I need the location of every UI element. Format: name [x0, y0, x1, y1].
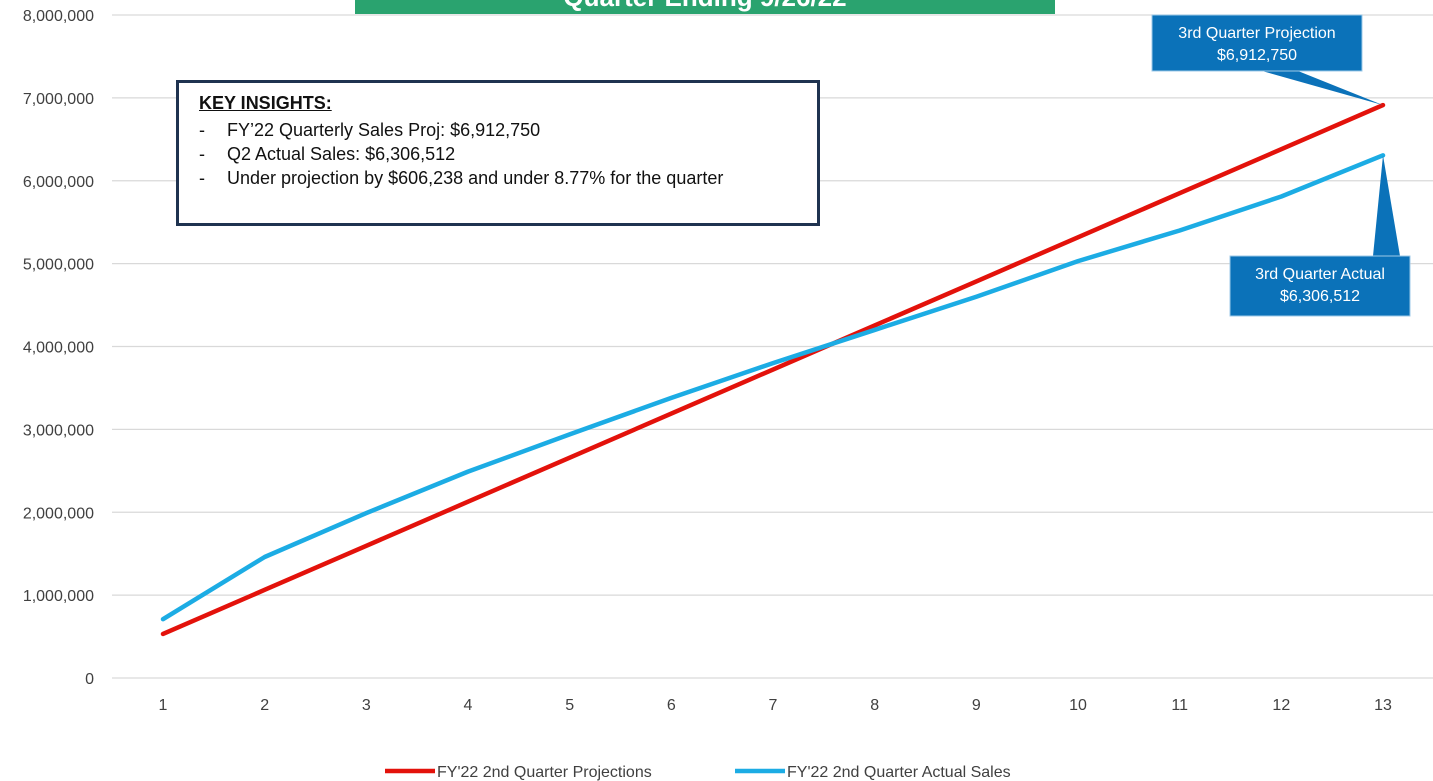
data-point: [162, 618, 164, 620]
data-point: [670, 397, 672, 399]
data-point: [365, 512, 367, 514]
callout-label: 3rd Quarter Actual: [1255, 266, 1385, 283]
callout-box: [1229, 255, 1411, 317]
y-tick-label: 4,000,000: [23, 340, 94, 357]
x-tick-label: 6: [667, 697, 676, 714]
data-point: [569, 457, 571, 459]
chart-title-banner: Quarter Ending 9/26/22: [355, 0, 1055, 14]
key-insights-box: KEY INSIGHTS: FY’22 Quarterly Sales Proj…: [176, 80, 820, 226]
legend-label: FY'22 2nd Quarter Actual Sales: [787, 764, 1011, 781]
data-point: [467, 471, 469, 473]
data-point: [670, 413, 672, 415]
insight-item: Under projection by $606,238 and under 8…: [199, 166, 801, 190]
key-insights-list: FY’22 Quarterly Sales Proj: $6,912,750 Q…: [199, 118, 801, 190]
data-point: [365, 545, 367, 547]
x-tick-label: 10: [1069, 697, 1087, 714]
y-axis-ticks: 0 1,000,000 2,000,000 3,000,000 4,000,000 5,0…: [23, 8, 94, 688]
y-tick-label: 3,000,000: [23, 422, 94, 439]
y-tick-label: 0: [85, 671, 94, 688]
data-point: [162, 633, 164, 635]
x-tick-label: 1: [159, 697, 168, 714]
data-point: [772, 369, 774, 371]
x-tick-label: 3: [362, 697, 371, 714]
x-tick-label: 4: [464, 697, 473, 714]
series-lines: [160, 102, 1386, 637]
data-point: [1280, 148, 1282, 150]
y-tick-label: 1,000,000: [23, 588, 94, 605]
y-tick-label: 8,000,000: [23, 8, 94, 25]
y-tick-label: 7,000,000: [23, 91, 94, 108]
data-point: [1179, 192, 1181, 194]
insight-item: FY’22 Quarterly Sales Proj: $6,912,750: [199, 118, 801, 142]
legend-label: FY'22 2nd Quarter Projections: [437, 764, 652, 781]
data-point: [1077, 260, 1079, 262]
callout-value: $6,306,512: [1280, 288, 1360, 305]
callout-0: 3rd Quarter Projection $6,912,750: [1151, 14, 1383, 106]
key-insights-title: KEY INSIGHTS:: [199, 93, 332, 113]
legend: FY'22 2nd Quarter Projections FY'22 2nd Q…: [385, 764, 1011, 781]
data-point: [569, 433, 571, 435]
callout-pointer: [1373, 155, 1400, 256]
x-tick-label: 13: [1374, 697, 1392, 714]
x-axis-ticks: 1 2 3 4 5 6 7 8 9 10 11 12 13: [159, 697, 1392, 714]
x-tick-label: 7: [769, 697, 778, 714]
x-tick-label: 2: [260, 697, 269, 714]
data-point: [264, 589, 266, 591]
data-point: [975, 296, 977, 298]
insight-item: Q2 Actual Sales: $6,306,512: [199, 142, 801, 166]
data-point: [467, 501, 469, 503]
callout-pointer: [1262, 71, 1383, 106]
x-tick-label: 11: [1171, 697, 1188, 714]
data-point: [1280, 195, 1282, 197]
x-tick-label: 12: [1272, 697, 1290, 714]
y-tick-label: 5,000,000: [23, 257, 94, 274]
data-point: [874, 324, 876, 326]
callout-value: $6,912,750: [1217, 47, 1297, 64]
callout-label: 3rd Quarter Projection: [1178, 25, 1335, 42]
x-tick-label: 9: [972, 697, 981, 714]
data-point: [975, 280, 977, 282]
x-tick-label: 8: [870, 697, 879, 714]
callout-box: [1151, 14, 1363, 72]
x-tick-label: 5: [565, 697, 574, 714]
data-point: [772, 362, 774, 364]
data-point: [264, 556, 266, 558]
callout-1: 3rd Quarter Actual $6,306,512: [1229, 155, 1411, 317]
chart-title: Quarter Ending 9/26/22: [563, 0, 846, 12]
data-point: [1179, 229, 1181, 231]
data-point: [1077, 236, 1079, 238]
y-tick-label: 6,000,000: [23, 174, 94, 191]
data-point: [874, 329, 876, 331]
title-banner: [355, 0, 1055, 14]
y-tick-label: 2,000,000: [23, 505, 94, 522]
